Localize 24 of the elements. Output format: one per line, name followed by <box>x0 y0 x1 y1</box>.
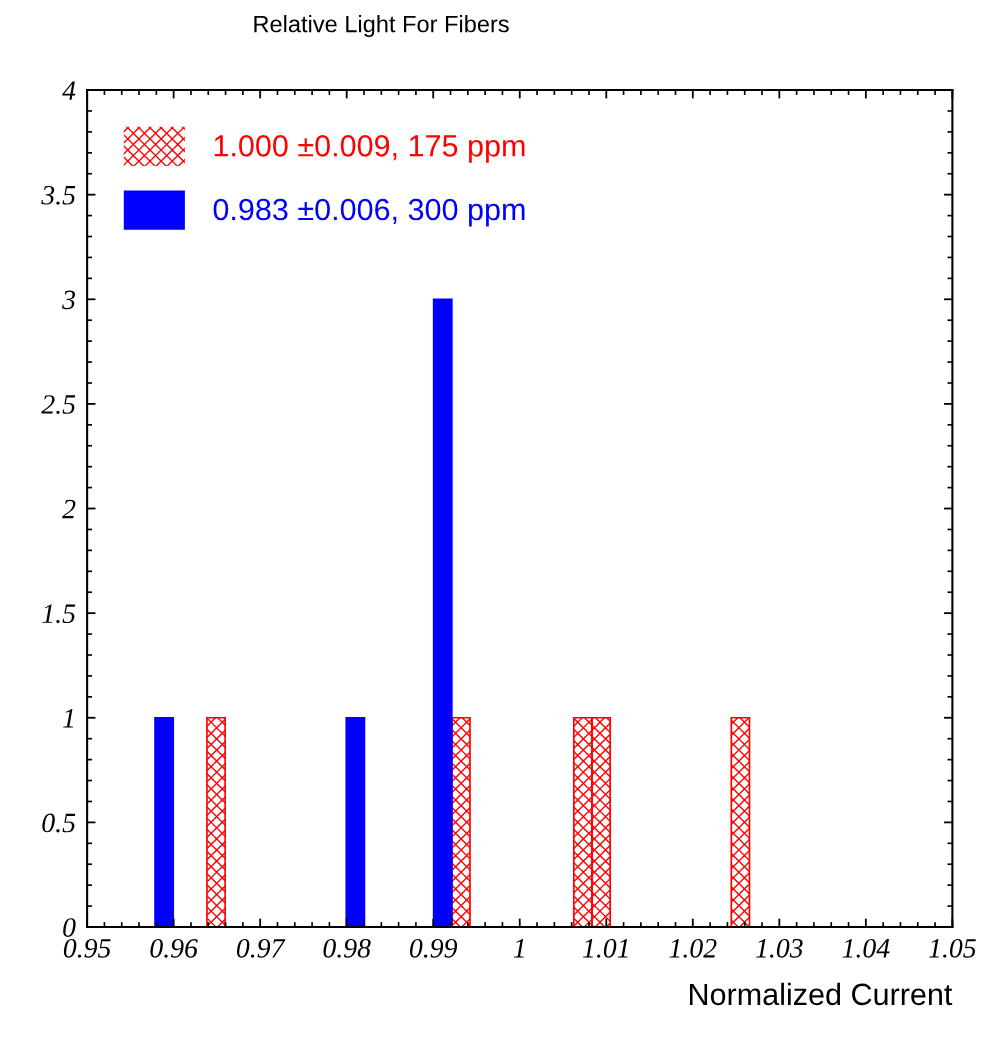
x-tick-label: 0.99 <box>409 938 458 958</box>
x-tick-label: 1.01 <box>582 938 628 958</box>
y-tick-label: 2.5 <box>41 395 76 414</box>
x-tick-label: 1 <box>513 939 524 958</box>
y-tick-label: 3.5 <box>41 185 76 205</box>
legend-label: 0.983 ±0.006, 300 ppm <box>213 198 525 227</box>
x-axis-title: Normalized Current <box>690 982 953 1006</box>
x-tick-label: 1.03 <box>756 938 803 958</box>
x-tick-label: 0.97 <box>236 938 286 958</box>
y-tick-label: 0 <box>63 918 76 937</box>
x-tick-label: 1.02 <box>669 938 717 958</box>
y-tick-label: 3 <box>62 290 76 310</box>
x-tick-label: 0.96 <box>150 938 198 958</box>
y-tick-label: 0.5 <box>42 813 76 833</box>
x-tick-label: 0.95 <box>63 938 111 958</box>
x-tick-label: 1.05 <box>929 938 976 958</box>
x-tick-label: 0.98 <box>323 938 371 958</box>
y-tick-label: 1.5 <box>42 604 76 624</box>
y-tick-label: 4 <box>62 81 76 100</box>
y-tick-label: 2 <box>62 499 76 519</box>
chart-title: Relative Light For Fibers <box>254 15 509 38</box>
legend-label: 1.000 ±0.009, 175 ppm <box>214 135 525 163</box>
x-tick-label: 1.04 <box>842 938 890 958</box>
y-tick-label: 1 <box>63 709 74 728</box>
